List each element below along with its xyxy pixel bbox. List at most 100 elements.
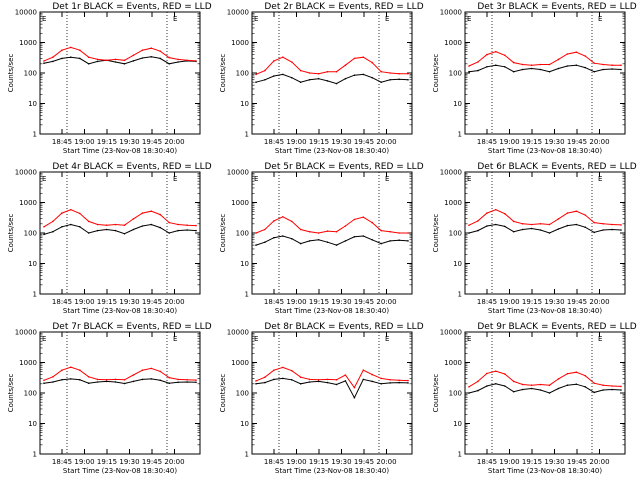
data-point: [52, 56, 54, 58]
data-point: [344, 64, 347, 66]
data-point: [575, 210, 578, 212]
data-point: [398, 72, 400, 75]
y-tick-label: 10: [453, 420, 462, 428]
data-point: [512, 230, 515, 233]
y-tick-label: 1: [245, 291, 249, 299]
y-axis-label: Counts/sec: [432, 374, 440, 413]
data-point: [43, 379, 45, 382]
series-line-lld: [43, 366, 197, 381]
data-point: [299, 242, 302, 245]
data-point: [70, 46, 72, 49]
y-tick-label: 10: [28, 100, 37, 108]
data-point: [87, 220, 90, 223]
corner-mark: E: [254, 335, 258, 343]
data-point: [584, 55, 586, 57]
x-tick-label: 18:45: [477, 458, 497, 466]
y-axis-label: Counts/sec: [7, 54, 15, 93]
data-point: [495, 383, 497, 385]
data-point: [530, 64, 533, 66]
x-tick-label: 19:30: [331, 298, 351, 306]
series-line-lld: [43, 46, 197, 62]
data-point: [87, 63, 90, 65]
data-point: [407, 382, 409, 384]
data-point: [79, 226, 81, 228]
y-tick-label: 1000: [231, 199, 249, 207]
x-tick-label: 19:00: [74, 298, 94, 306]
data-point: [264, 79, 266, 81]
data-point: [407, 240, 409, 242]
data-point: [105, 228, 108, 231]
data-point: [468, 232, 470, 234]
data-point: [132, 218, 135, 220]
plot-frame: [464, 171, 626, 295]
panel-title: Det 5r BLACK = Events, RED = LLD: [264, 162, 423, 172]
data-point: [495, 370, 497, 373]
x-tick-label: 18:45: [477, 298, 497, 306]
data-point: [611, 68, 613, 70]
data-point: [468, 70, 470, 73]
corner-mark: E: [598, 175, 602, 183]
plot-frame: [251, 171, 413, 295]
plot-frame: [464, 11, 626, 135]
data-point: [150, 367, 153, 370]
data-point: [504, 225, 506, 228]
data-point: [371, 76, 374, 79]
data-point: [123, 232, 126, 235]
data-point: [255, 73, 257, 76]
data-point: [593, 391, 595, 394]
data-point: [593, 382, 595, 385]
data-point: [611, 388, 613, 391]
series-line-events: [255, 377, 409, 399]
data-point: [611, 223, 613, 226]
x-axis-label: Start Time (23-Nov-08 18:30:40): [488, 147, 602, 155]
data-point: [105, 379, 108, 381]
plot-frame: [39, 171, 201, 295]
panel-title: Det 4r BLACK = Events, RED = LLD: [52, 162, 211, 172]
x-tick-label: 19:30: [544, 298, 564, 306]
data-point: [177, 229, 179, 232]
data-point: [43, 382, 45, 385]
data-point: [486, 212, 488, 214]
data-point: [299, 69, 302, 72]
data-point: [70, 208, 72, 211]
data-point: [195, 224, 197, 227]
data-point: [123, 59, 126, 62]
y-tick-label: 10: [453, 100, 462, 108]
data-point: [362, 369, 365, 372]
data-point: [371, 61, 374, 64]
data-point: [141, 57, 144, 59]
data-point: [105, 59, 108, 62]
x-tick-label: 19:00: [286, 458, 306, 466]
data-point: [353, 396, 356, 399]
data-point: [512, 70, 515, 73]
data-point: [273, 60, 275, 62]
panel-1: Det 1r BLACK = Events, RED = LLD 1 10 100 10…: [7, 2, 212, 155]
x-axis-label: Start Time (23-Nov-08 18:30:40): [488, 467, 602, 475]
panel-title: Det 7r BLACK = Events, RED = LLD: [52, 322, 211, 332]
data-point: [335, 383, 338, 386]
x-tick-label: 18:45: [52, 298, 72, 306]
panel-8: Det 8r BLACK = Events, RED = LLD 1 10 100 10…: [219, 322, 424, 475]
data-point: [264, 241, 266, 243]
data-point: [389, 230, 391, 233]
data-point: [566, 384, 569, 387]
data-point: [150, 56, 153, 58]
data-point: [150, 378, 153, 380]
x-tick-label: 19:30: [331, 458, 351, 466]
data-point: [486, 385, 488, 387]
x-tick-label: 19:15: [97, 138, 117, 146]
corner-mark: E: [467, 15, 471, 23]
data-point: [389, 382, 391, 384]
data-point: [52, 230, 54, 233]
corner-mark: E: [42, 335, 46, 343]
x-tick-label: 20:00: [376, 458, 396, 466]
data-point: [326, 378, 329, 381]
series-line-events: [43, 56, 197, 65]
y-tick-label: 10000: [227, 329, 249, 337]
x-tick-label: 20:00: [589, 138, 609, 146]
data-point: [326, 241, 329, 243]
x-tick-label: 19:45: [354, 298, 374, 306]
x-tick-label: 19:15: [522, 138, 542, 146]
data-point: [317, 379, 320, 381]
y-tick-label: 1: [33, 451, 37, 459]
